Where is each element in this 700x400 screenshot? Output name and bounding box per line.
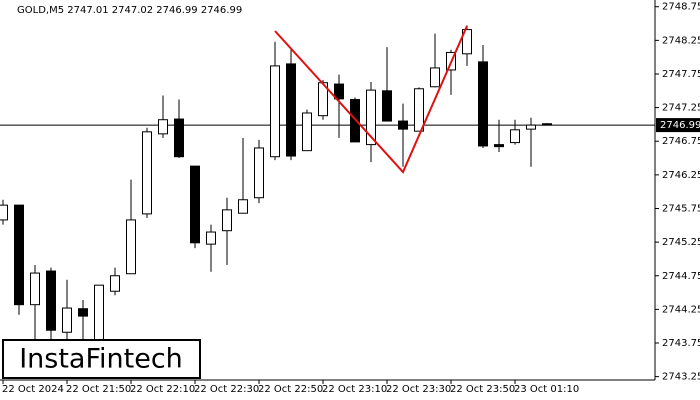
y-tick-label: 2746.75: [662, 136, 700, 147]
candle-body: [94, 284, 104, 341]
y-tick-label: 2745.25: [662, 237, 700, 248]
y-tick-label: 2743.75: [662, 338, 700, 349]
x-tick-label: 22 Oct 22:30: [194, 384, 259, 395]
x-tick-label: 22 Oct 23:10: [322, 384, 387, 395]
candle-body: [78, 308, 88, 317]
candle-body: [350, 99, 360, 143]
last-price-box: [656, 118, 700, 133]
x-tick-label: 22 Oct 2024: [2, 384, 64, 395]
candle-body: [46, 270, 56, 331]
candle-body: [206, 231, 216, 245]
chart-title: GOLD,M5 2747.01 2747.02 2746.99 2746.99: [17, 5, 242, 16]
x-tick-label: 23 Oct 01:10: [514, 384, 579, 395]
candle-body: [494, 144, 504, 148]
candle-body: [110, 275, 120, 292]
y-tick-label: 2748.25: [662, 35, 700, 46]
marks: [0, 25, 655, 356]
double-top-pattern: [274, 25, 468, 174]
candle-body: [286, 63, 296, 157]
candle-body: [190, 165, 200, 244]
candle-body: [0, 204, 8, 221]
candle-body: [366, 89, 376, 146]
y-tick-label: 2743.25: [662, 372, 700, 383]
x-tick-label: 22 Oct 22:50: [258, 384, 323, 395]
candle-body: [542, 123, 552, 126]
candle-body: [174, 118, 184, 158]
y-tick-label: 2744.25: [662, 304, 700, 315]
candle-body: [62, 307, 72, 333]
candle-body: [270, 65, 280, 158]
candle-body: [158, 119, 168, 135]
candle-body: [462, 29, 472, 55]
last-price-label: 2746.99: [660, 120, 700, 131]
candle-body: [302, 112, 312, 152]
candle-body: [254, 147, 264, 199]
candle-body: [222, 209, 232, 232]
candle-body: [126, 219, 136, 275]
x-tick-label: 22 Oct 23:50: [450, 384, 515, 395]
candle-body: [14, 204, 24, 306]
x-tick-label: 22 Oct 21:50: [66, 384, 131, 395]
candle-body: [526, 124, 536, 130]
candle-body: [334, 83, 344, 100]
y-tick-label: 2746.25: [662, 170, 700, 181]
y-tick-label: 2745.75: [662, 203, 700, 214]
x-tick-label: 22 Oct 22:10: [130, 384, 195, 395]
y-tick-label: 2748.75: [662, 2, 700, 13]
x-tick-label: 22 Oct 23:30: [386, 384, 451, 395]
candle-body: [430, 67, 440, 88]
candle-body: [398, 120, 408, 130]
candle-body: [510, 129, 520, 144]
candle-body: [414, 88, 424, 132]
y-tick-label: 2744.75: [662, 271, 700, 282]
candle-body: [478, 61, 488, 147]
y-tick-label: 2747.25: [662, 103, 700, 114]
watermark: InstaFintech: [19, 344, 183, 375]
candle-body: [142, 131, 152, 215]
candle-body: [238, 199, 248, 214]
candle-body: [30, 272, 40, 306]
y-tick-label: 2747.75: [662, 69, 700, 80]
watermark-box: [2, 339, 201, 379]
candle-body: [382, 90, 392, 122]
